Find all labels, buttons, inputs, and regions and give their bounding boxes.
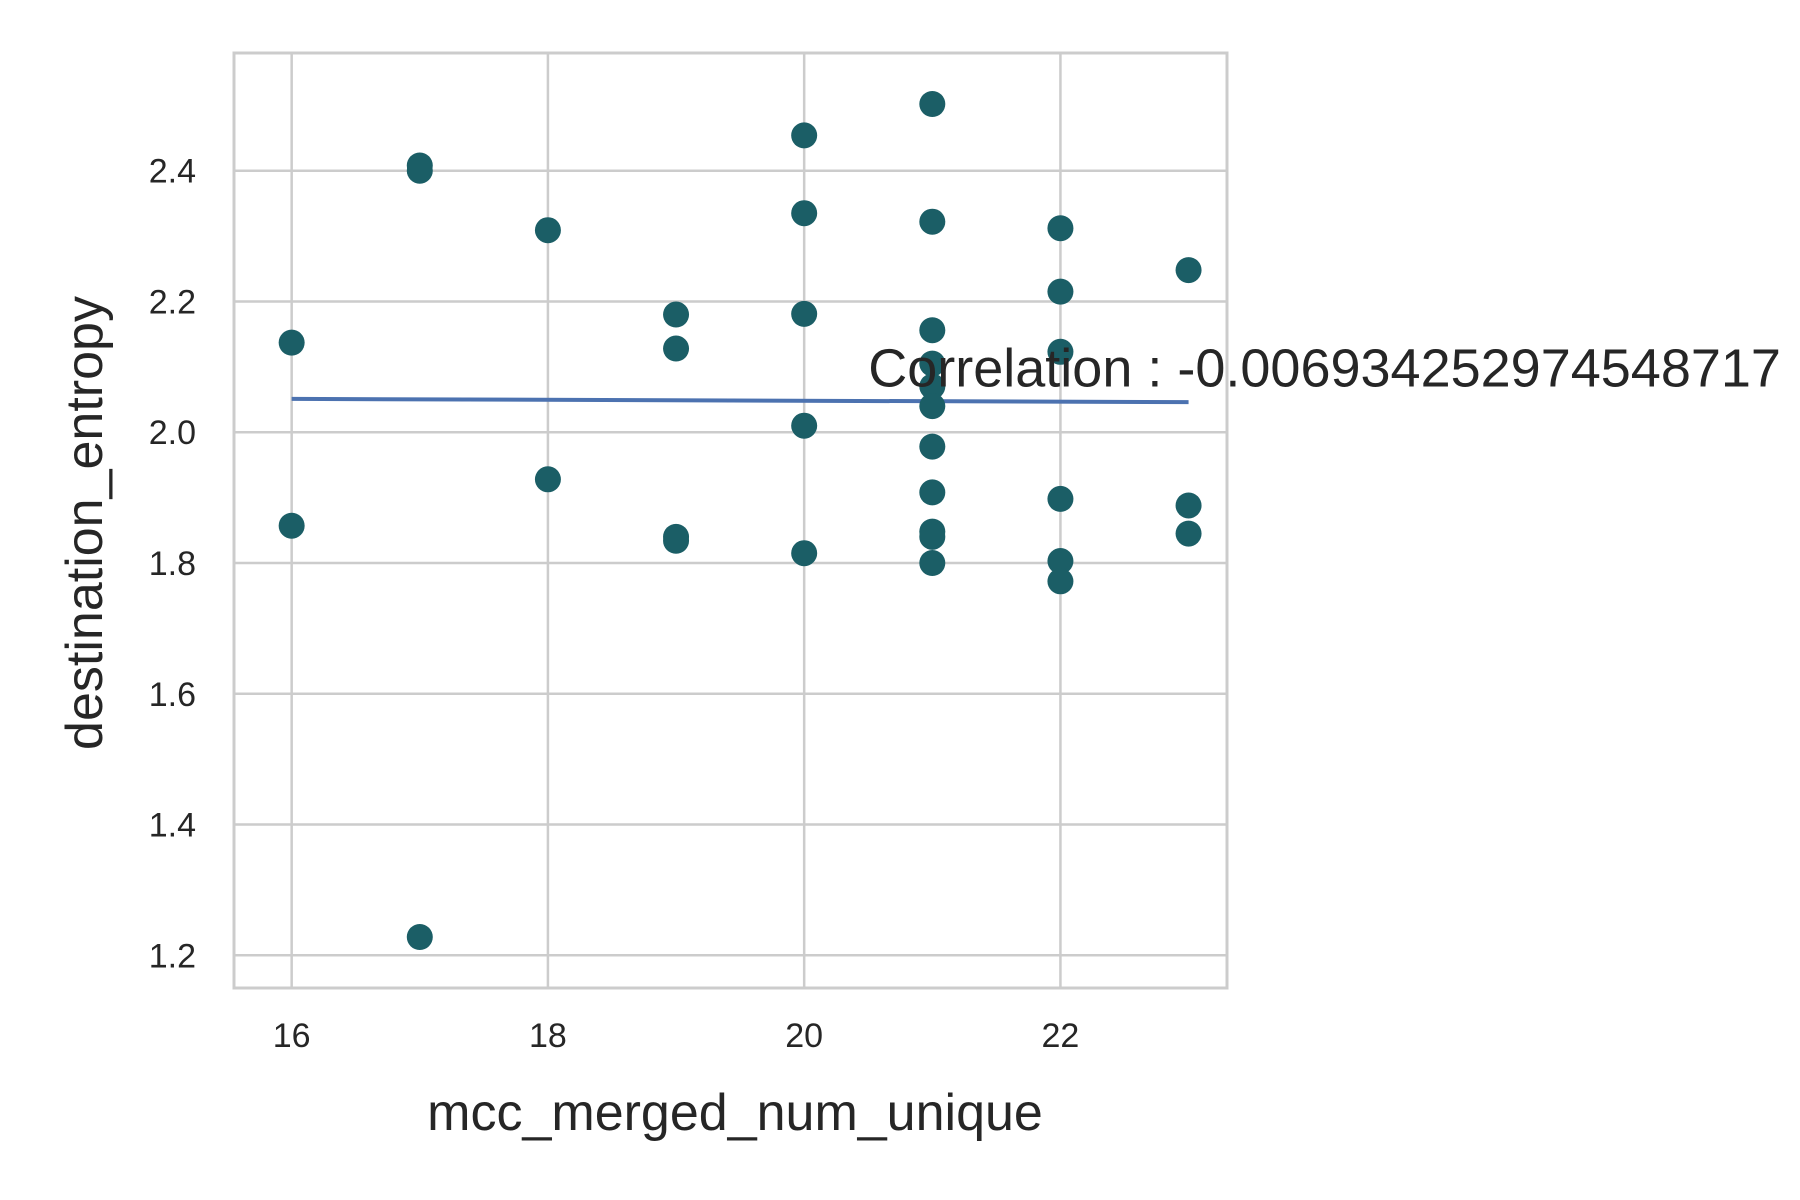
x-tick-label: 22 <box>1042 1017 1080 1055</box>
data-point <box>1047 485 1074 512</box>
data-point <box>919 550 946 576</box>
data-point <box>278 329 305 356</box>
data-point <box>1175 257 1202 284</box>
y-tick-label: 2.0 <box>149 414 196 452</box>
grid-lines <box>234 53 1227 988</box>
y-tick-label: 1.6 <box>149 676 196 714</box>
plot-frame <box>232 51 1229 990</box>
data-point <box>791 200 818 227</box>
data-point <box>919 479 946 506</box>
data-point <box>534 466 561 493</box>
y-axis-label: destination_entropy <box>56 296 114 750</box>
data-point <box>1047 215 1074 242</box>
data-point <box>663 301 690 328</box>
data-point <box>534 217 561 244</box>
y-tick-label: 1.8 <box>149 545 196 583</box>
x-tick-labels: 16 18 20 22 <box>273 1017 1080 1055</box>
data-point <box>1175 520 1202 547</box>
x-tick-label: 20 <box>785 1017 823 1055</box>
data-points <box>278 91 1202 950</box>
data-point <box>1047 568 1074 595</box>
y-tick-label: 2.4 <box>149 153 196 191</box>
data-point <box>919 317 946 344</box>
data-point <box>1047 548 1074 575</box>
x-tick-label: 18 <box>529 1017 567 1055</box>
data-point <box>919 91 946 117</box>
y-tick-label: 1.4 <box>149 807 196 845</box>
plot-border <box>232 51 1229 990</box>
correlation-annotation: Correlation : -0.006934252974548717 <box>868 338 1781 398</box>
data-point <box>663 335 690 362</box>
data-point <box>1047 278 1074 305</box>
data-point <box>919 393 946 420</box>
data-point <box>663 527 690 554</box>
trend-line <box>291 396 1189 405</box>
data-point <box>919 208 946 235</box>
data-point <box>791 300 818 327</box>
data-point <box>919 373 946 400</box>
trend-line-group <box>291 396 1189 405</box>
y-tick-labels: 1.2 1.4 1.6 1.8 2.0 2.2 2.4 <box>149 153 196 976</box>
data-point <box>406 924 433 950</box>
data-point <box>919 433 946 460</box>
data-point <box>1047 338 1074 365</box>
x-axis-label: mcc_merged_num_unique <box>427 1084 1043 1142</box>
data-point <box>791 122 818 149</box>
y-tick-label: 1.2 <box>149 937 196 975</box>
data-point <box>278 512 305 539</box>
data-point <box>1175 492 1202 519</box>
y-tick-label: 2.2 <box>149 283 196 321</box>
data-point <box>406 157 433 184</box>
x-tick-label: 16 <box>273 1017 311 1055</box>
data-point <box>791 412 818 439</box>
data-point <box>919 350 946 377</box>
data-point <box>791 540 818 567</box>
data-point <box>919 523 946 550</box>
